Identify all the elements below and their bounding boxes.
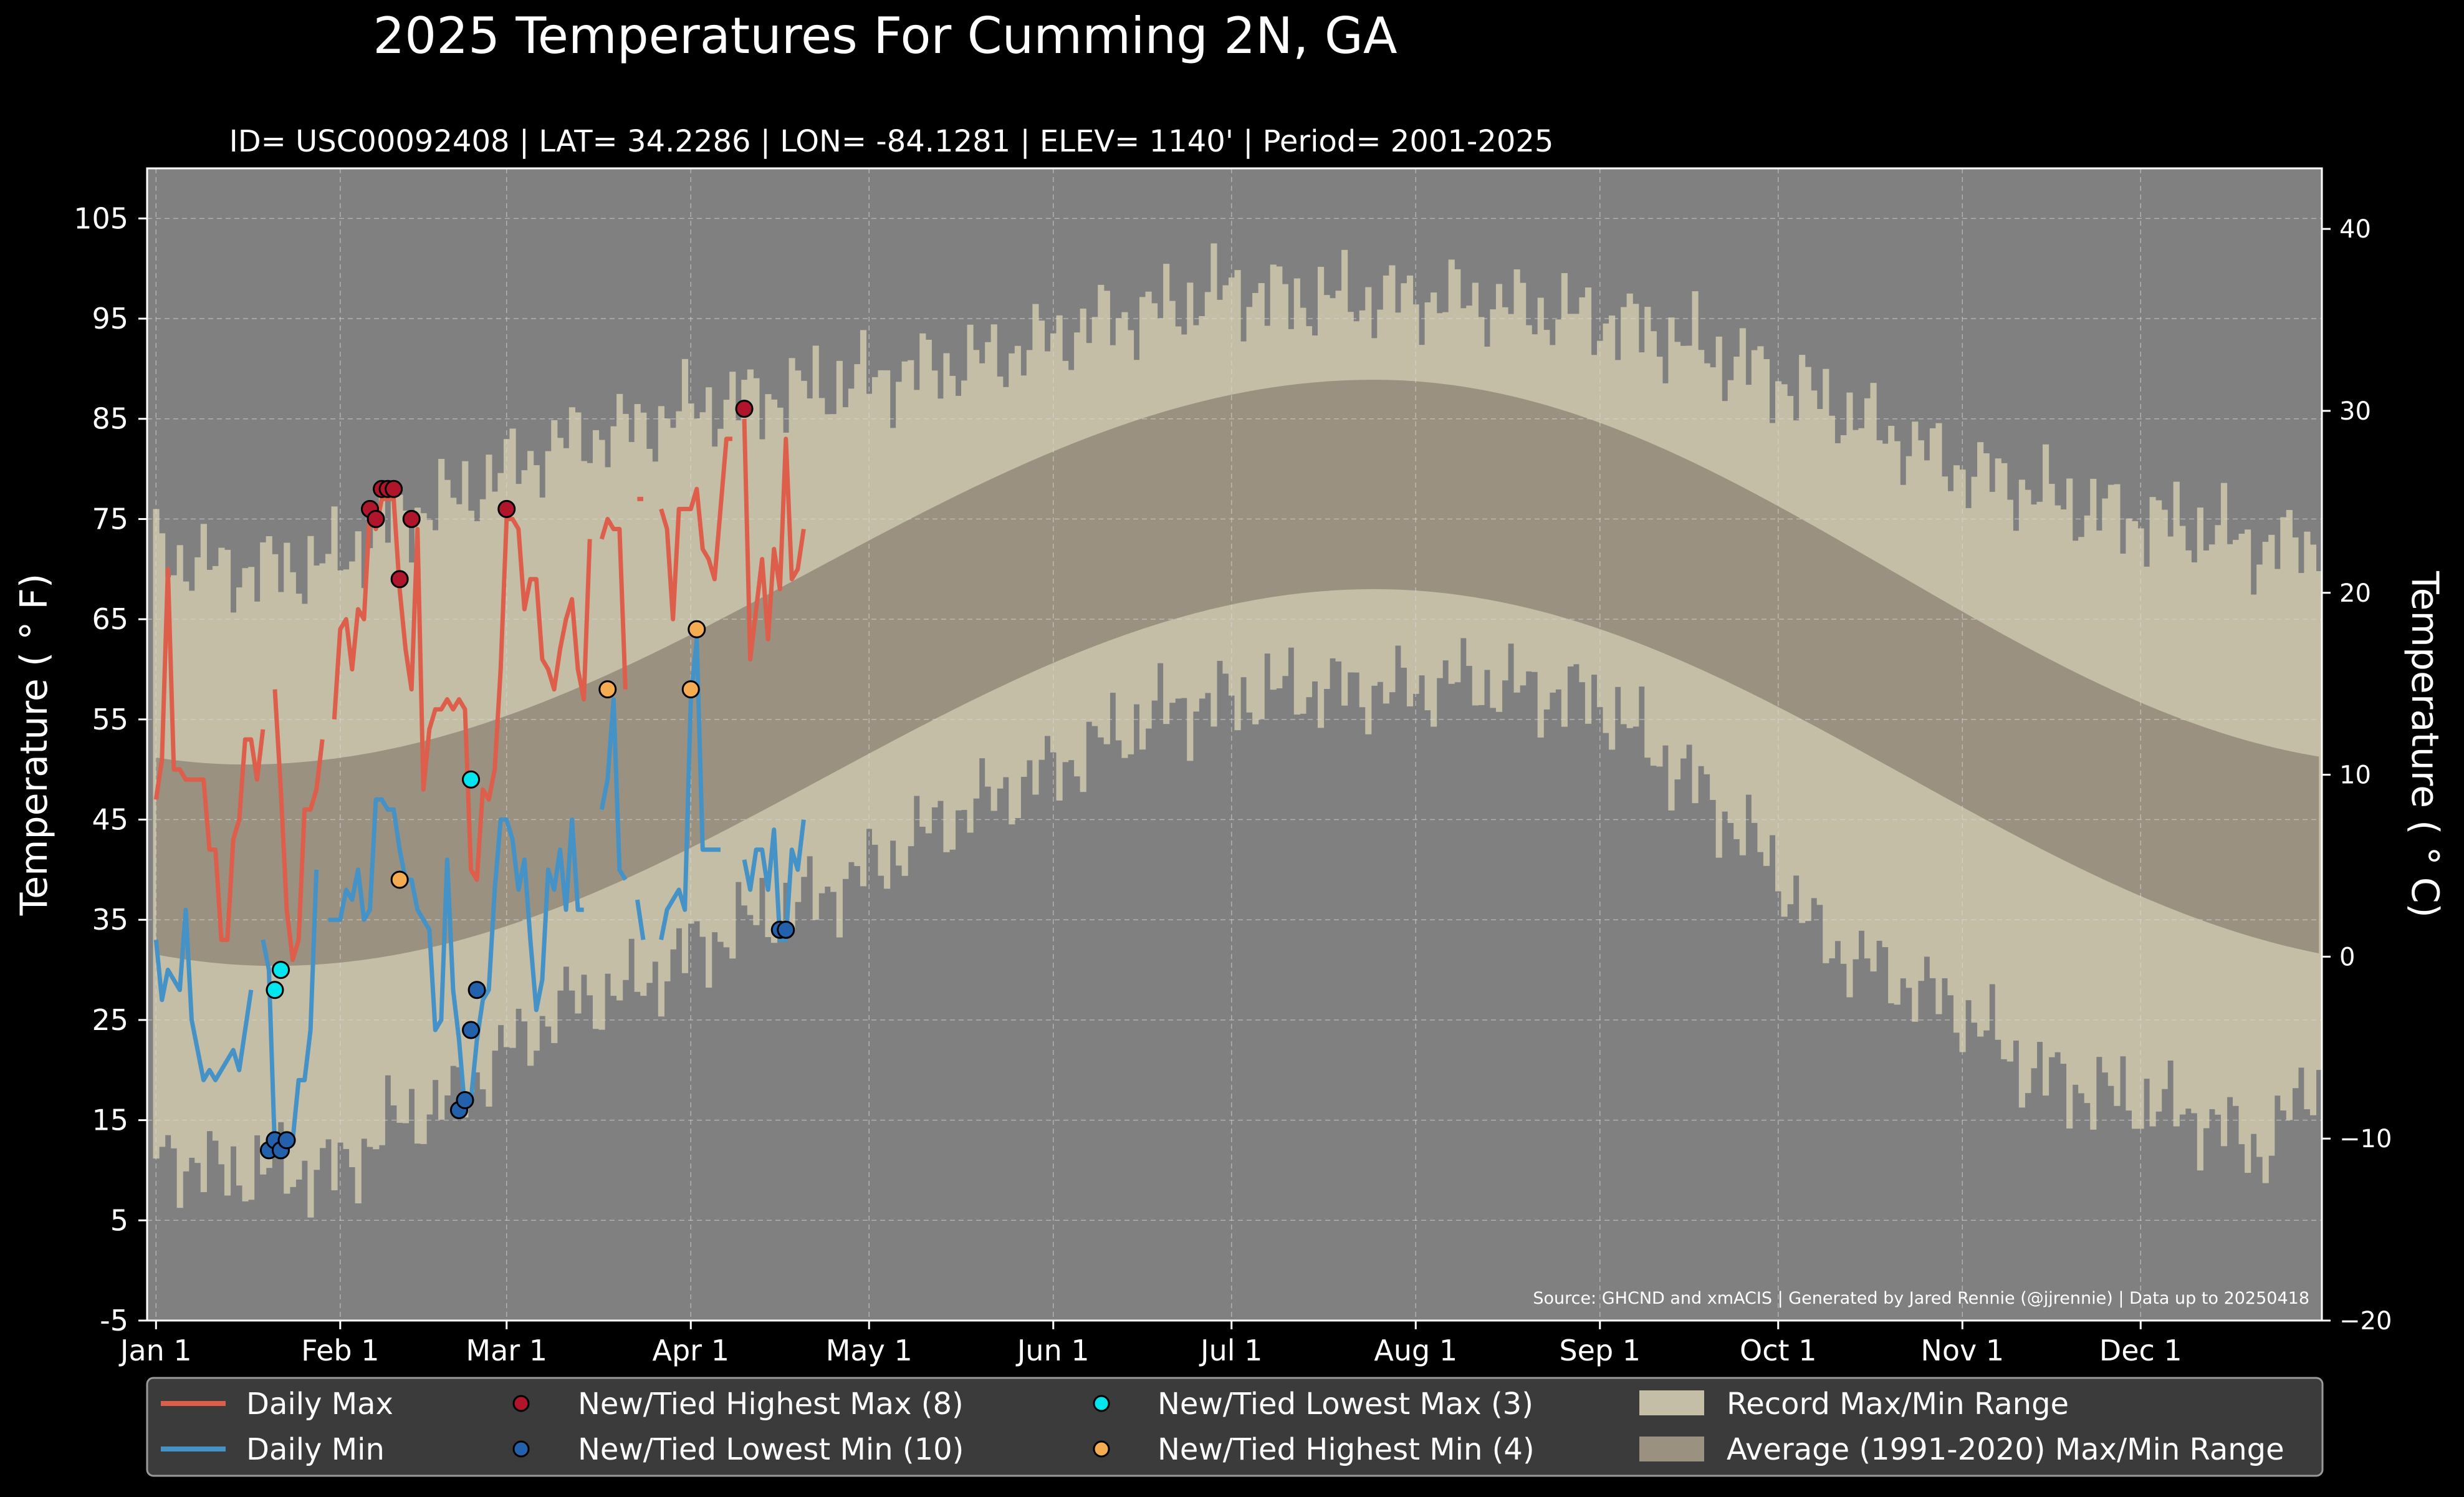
daily-max-segment: [153, 567, 266, 942]
legend-average-range-swatch: [1639, 1437, 1704, 1461]
x-tick-label: Jan 1: [118, 1334, 192, 1367]
legend-highest-max-marker: [512, 1395, 530, 1412]
x-tick-label: Dec 1: [2099, 1334, 2182, 1367]
y-tick-label: 65: [92, 602, 128, 636]
grid-lines: [147, 168, 2322, 1321]
y-tick-label: 85: [92, 402, 128, 436]
y-axis-fahrenheit: -5 5 15 25 35 45 55 65 75 85 95 105: [74, 201, 147, 1337]
x-tick-label: Aug 1: [1374, 1334, 1457, 1367]
x-tick-label: Mar 1: [466, 1334, 547, 1367]
highest-min-marker: [390, 870, 409, 889]
chart-subtitle: ID= USC00092408 | LAT= 34.2286 | LON= -8…: [229, 124, 1554, 159]
daily-min-segment: [153, 907, 254, 1082]
lowest-min-marker: [277, 1131, 296, 1150]
record-range-bar: [2316, 570, 2323, 1071]
chart-title: 2025 Temperatures For Cumming 2N, GA: [373, 7, 1397, 65]
highest-max-marker: [390, 570, 409, 589]
daily-max-segment: [272, 689, 325, 962]
lowest-max-marker: [266, 981, 284, 999]
x-tick-label: Jul 1: [1199, 1334, 1262, 1367]
highest-min-marker: [681, 680, 700, 699]
lowest-min-marker: [777, 920, 795, 939]
lowest-max-marker: [462, 770, 481, 789]
y-axis-label-right: Temperature ( ° C): [2403, 570, 2447, 918]
legend-daily-max-label: Daily Max: [246, 1387, 393, 1422]
legend-lowest-max-marker: [1093, 1395, 1110, 1412]
highest-max-marker: [497, 499, 516, 518]
lowest-min-marker: [462, 1021, 481, 1039]
x-tick-label: Jun 1: [1015, 1334, 1090, 1367]
x-tick-label: Oct 1: [1740, 1334, 1816, 1367]
highest-max-marker: [367, 509, 385, 528]
highest-max-marker: [385, 479, 403, 498]
y-tick-label: 55: [92, 703, 128, 736]
y-tick-label: 75: [92, 502, 128, 536]
x-tick-label: Sep 1: [1559, 1334, 1641, 1367]
y-axis-label-left: Temperature ( ° F): [12, 574, 56, 917]
source-note: Source: GHCND and xmACIS | Generated by …: [1533, 1289, 2309, 1308]
y-tick-label: -5: [100, 1304, 128, 1337]
daily-min-segment: [742, 819, 806, 942]
y2-tick-label: 40: [2339, 215, 2371, 244]
legend-lowest-min-label: New/Tied Lowest Min (10): [578, 1432, 964, 1467]
legend-highest-max-label: New/Tied Highest Max (8): [578, 1387, 964, 1422]
plot-area: Source: GHCND and xmACIS | Generated by …: [146, 167, 2323, 1322]
highest-min-marker: [598, 680, 617, 699]
y-tick-label: 35: [92, 903, 128, 936]
x-tick-label: May 1: [826, 1334, 913, 1367]
y2-tick-label: 20: [2339, 579, 2371, 608]
daily-min-segment: [599, 697, 628, 881]
legend-lowest-max-label: New/Tied Lowest Max (3): [1158, 1387, 1533, 1422]
lowest-min-marker: [456, 1090, 474, 1109]
daily-min-segment: [659, 637, 721, 941]
y2-tick-label: −20: [2339, 1307, 2392, 1336]
y2-tick-label: −10: [2339, 1125, 2392, 1153]
x-tick-label: Apr 1: [653, 1334, 729, 1367]
daily-max-segment: [659, 436, 732, 622]
daily-min-segment: [635, 899, 646, 940]
highest-min-marker: [688, 620, 706, 638]
legend-box: [146, 1377, 2324, 1477]
legend-record-range-label: Record Max/Min Range: [1727, 1387, 2069, 1422]
y2-tick-label: 30: [2339, 397, 2371, 426]
legend: Daily Max Daily Min New/Tied Highest Max…: [146, 1377, 2324, 1477]
y-tick-label: 45: [92, 803, 128, 837]
y-tick-label: 15: [92, 1104, 128, 1137]
lowest-max-marker: [271, 961, 290, 980]
legend-highest-min-label: New/Tied Highest Min (4): [1158, 1432, 1535, 1467]
y-tick-label: 105: [74, 201, 128, 235]
y-axis-celsius: −20 −10 0 10 20 30 40: [2322, 215, 2392, 1336]
y-tick-label: 25: [92, 1003, 128, 1037]
legend-lowest-min-marker: [512, 1440, 530, 1458]
daily-min-line: [153, 637, 806, 1153]
legend-daily-min-label: Daily Min: [246, 1432, 385, 1467]
record-markers: [259, 400, 795, 1160]
legend-record-range-swatch: [1639, 1390, 1704, 1415]
daily-max-segment: [742, 418, 806, 662]
highest-max-marker: [735, 400, 754, 418]
plot-frame: [146, 167, 2323, 1322]
daily-min-segment: [328, 797, 584, 1113]
highest-max-marker: [402, 509, 421, 528]
x-axis: Jan 1 Feb 1 Mar 1 Apr 1 May 1 Jun 1 Jul 1 Aug 1…: [118, 1321, 2182, 1367]
y2-tick-label: 10: [2339, 761, 2371, 790]
y2-tick-label: 0: [2339, 943, 2355, 971]
legend-average-range-label: Average (1991-2020) Max/Min Range: [1727, 1432, 2284, 1467]
y-tick-label: 5: [110, 1203, 128, 1237]
legend-highest-min-marker: [1093, 1440, 1110, 1458]
daily-max-segment: [599, 516, 628, 690]
x-tick-label: Feb 1: [301, 1334, 379, 1367]
y-tick-label: 95: [92, 302, 128, 335]
lowest-min-marker: [467, 981, 486, 999]
x-tick-label: Nov 1: [1920, 1334, 2004, 1367]
